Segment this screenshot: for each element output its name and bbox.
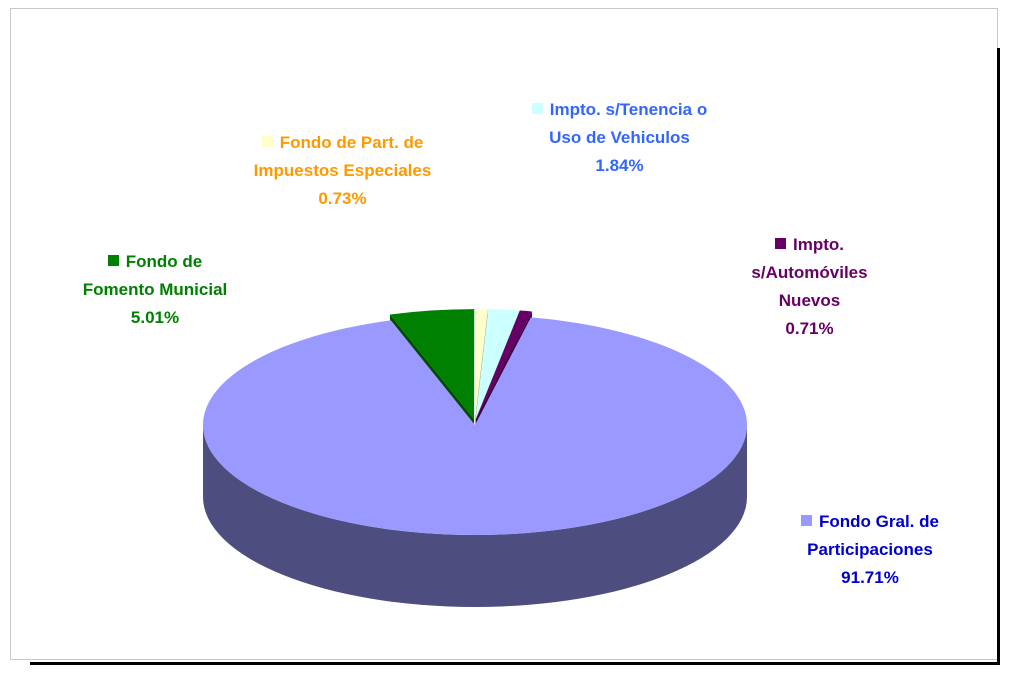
frame-shadow	[997, 48, 1000, 665]
legend-marker	[261, 136, 273, 147]
label-value: 1.84%	[595, 156, 644, 175]
legend-marker	[531, 103, 543, 114]
data-label: Impto. s/Tenencia o Uso de Vehiculos 1.84…	[522, 96, 717, 180]
label-name: Impto. s/Automóviles Nuevos	[751, 235, 868, 310]
pie-slice	[475, 309, 488, 420]
legend-marker	[775, 238, 786, 249]
label-name: Fondo Gral. de Participaciones	[807, 512, 939, 559]
pie-slice	[475, 309, 520, 420]
slice-side	[203, 425, 747, 607]
legend-marker	[801, 515, 813, 526]
label-value: 5.01%	[130, 308, 180, 327]
pie-slice	[203, 317, 748, 535]
label-name: Fondo de Part. de Impuestos Especiales	[253, 133, 432, 180]
label-value: 91.71%	[841, 568, 899, 587]
label-name: Impto. s/Tenencia o Uso de Vehiculos	[549, 100, 708, 147]
frame-shadow	[30, 662, 1000, 665]
label-value: 0.73%	[318, 189, 367, 208]
label-value: 0.71%	[785, 319, 834, 338]
legend-marker	[107, 255, 119, 266]
data-label: Fondo Gral. de Participaciones 91.71%	[760, 508, 980, 592]
data-label: Fondo de Fomento Municial 5.01%	[80, 248, 230, 332]
data-label: Fondo de Part. de Impuestos Especiales 0.…	[250, 129, 435, 213]
pie-slice	[476, 310, 532, 420]
label-name: Fondo de Fomento Municial	[82, 252, 228, 299]
pie-slice	[390, 309, 475, 420]
data-label: Impto. s/Automóviles Nuevos 0.71%	[722, 231, 897, 343]
